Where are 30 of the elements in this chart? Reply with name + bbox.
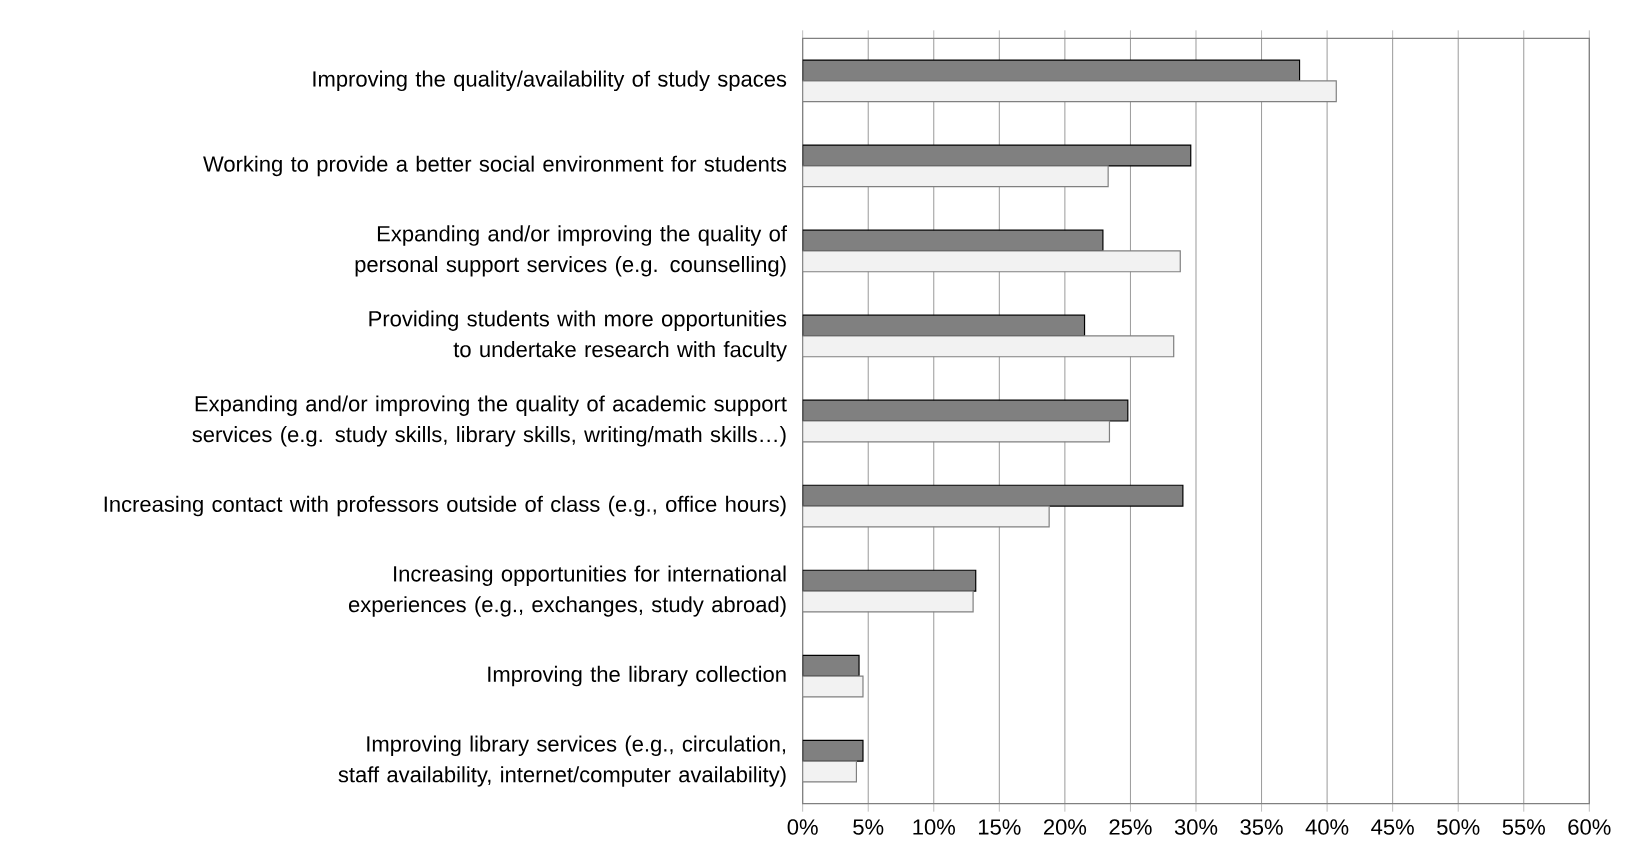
- x-tick-label: 5%: [853, 819, 884, 835]
- y-tick-label: Improving the quality/availability of study spaces: [313, 70, 787, 92]
- x-tick-label: 45%: [1371, 819, 1414, 835]
- y-tick-label: Expanding and/or improving the quality of personal support services (e.g. counselling): [355, 225, 788, 277]
- bar: [802, 420, 1111, 443]
- bar: [802, 165, 1109, 188]
- x-tick-label: 0%: [787, 819, 818, 835]
- x-tick-label: 25%: [1109, 819, 1152, 835]
- bar: [802, 760, 858, 783]
- bar: [802, 590, 974, 613]
- y-tick-label: Expanding and/or improving the quality of academic support services (e.g. study skills, library skills, writing/math skills…): [192, 395, 787, 447]
- x-tick-label: 35%: [1240, 819, 1283, 835]
- y-tick-label: Increasing opportunities for international experiences (e.g., exchanges, study abroad): [348, 565, 786, 617]
- x-tick-label: 50%: [1437, 819, 1480, 835]
- x-tick-label: 30%: [1174, 819, 1218, 835]
- bar: [802, 505, 1050, 528]
- y-tick-label: Improving library services (e.g., circulation, staff availability, internet/computer availability): [338, 735, 786, 787]
- y-tick-label: Increasing contact with professors outside of class (e.g., office hours): [104, 495, 786, 517]
- x-tick-label: 40%: [1305, 819, 1349, 835]
- y-tick-label: Improving the library collection: [488, 665, 786, 687]
- x-tick-label: 55%: [1502, 819, 1545, 835]
- bar: [802, 250, 1181, 273]
- bar: [802, 335, 1175, 358]
- x-tick-label: 10%: [913, 819, 955, 835]
- y-tick-label: Providing students with more opportunities to undertake research with faculty: [369, 310, 787, 362]
- y-tick-label: Working to provide a better social environment for students: [203, 155, 787, 177]
- bar: [802, 80, 1337, 103]
- x-tick-label: 60%: [1568, 819, 1611, 835]
- x-tick-label: 15%: [978, 819, 1021, 835]
- x-tick-label: 20%: [1043, 819, 1087, 835]
